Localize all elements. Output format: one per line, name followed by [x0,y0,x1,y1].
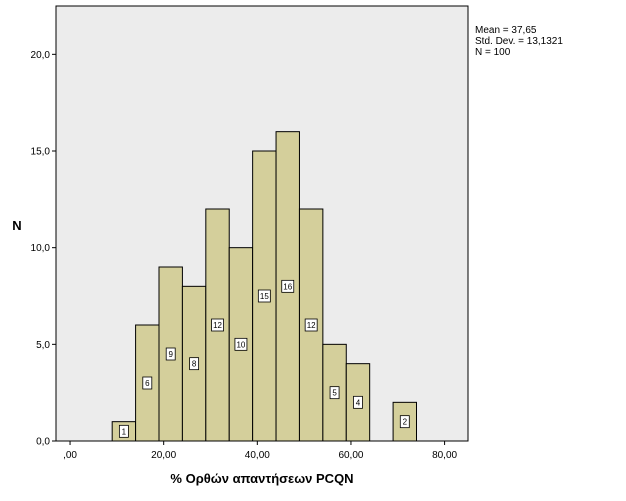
bar-count-label: 6 [145,379,150,388]
y-tick-label: 20,0 [31,50,51,61]
bar-count-label: 9 [168,350,173,359]
bar-count-box [329,386,340,400]
x-tick-label: ,00 [63,450,77,461]
x-axis: ,00 20,00 40,00 60,00 80,00 [63,441,458,461]
y-tick-label: 10,0 [31,243,51,254]
bar-count-box [189,357,200,371]
stat-n: N = 100 [475,47,511,58]
y-axis-title: N [12,218,21,233]
y-tick-label: 5,0 [36,340,50,351]
x-axis-title: % Ορθών απαντήσεων PCQN [170,471,353,486]
stat-mean: Mean = 37,65 [475,25,537,36]
bar-count-label: 15 [260,292,269,301]
bar-count-label: 10 [236,340,245,349]
x-tick-label: 20,00 [151,450,176,461]
x-tick-label: 60,00 [338,450,363,461]
bar-count-box [257,289,271,303]
y-tick-label: 15,0 [31,147,51,158]
bar-count-box [142,376,153,390]
x-tick-label: 40,00 [245,450,270,461]
bar-count-box [234,337,248,351]
x-tick-label: 80,00 [432,450,457,461]
bar-count-label: 1 [122,427,127,436]
bar-count-box [118,424,129,438]
y-axis: 0,0 5,0 10,0 15,0 20,0 [31,50,56,448]
bar-count-label: 16 [283,282,292,291]
bar-count-box [211,318,224,332]
statistics-box: Mean = 37,65 Std. Dev. = 13,1321 N = 100 [475,25,563,58]
bar-count-box [281,279,295,293]
bar-count-label: 5 [332,389,337,398]
bar-count-box [399,415,410,429]
bar-count-box [165,347,176,361]
stat-std-dev: Std. Dev. = 13,1321 [475,36,563,47]
y-tick-label: 0,0 [36,437,50,448]
bar-count-label: 2 [403,418,408,427]
bar-count-label: 12 [213,321,222,330]
bar-count-label: 12 [307,321,316,330]
bar-count-box [353,395,363,409]
bar-count-box [304,318,318,332]
bar-count-label: 4 [356,398,361,407]
bar-count-label: 8 [192,360,197,369]
